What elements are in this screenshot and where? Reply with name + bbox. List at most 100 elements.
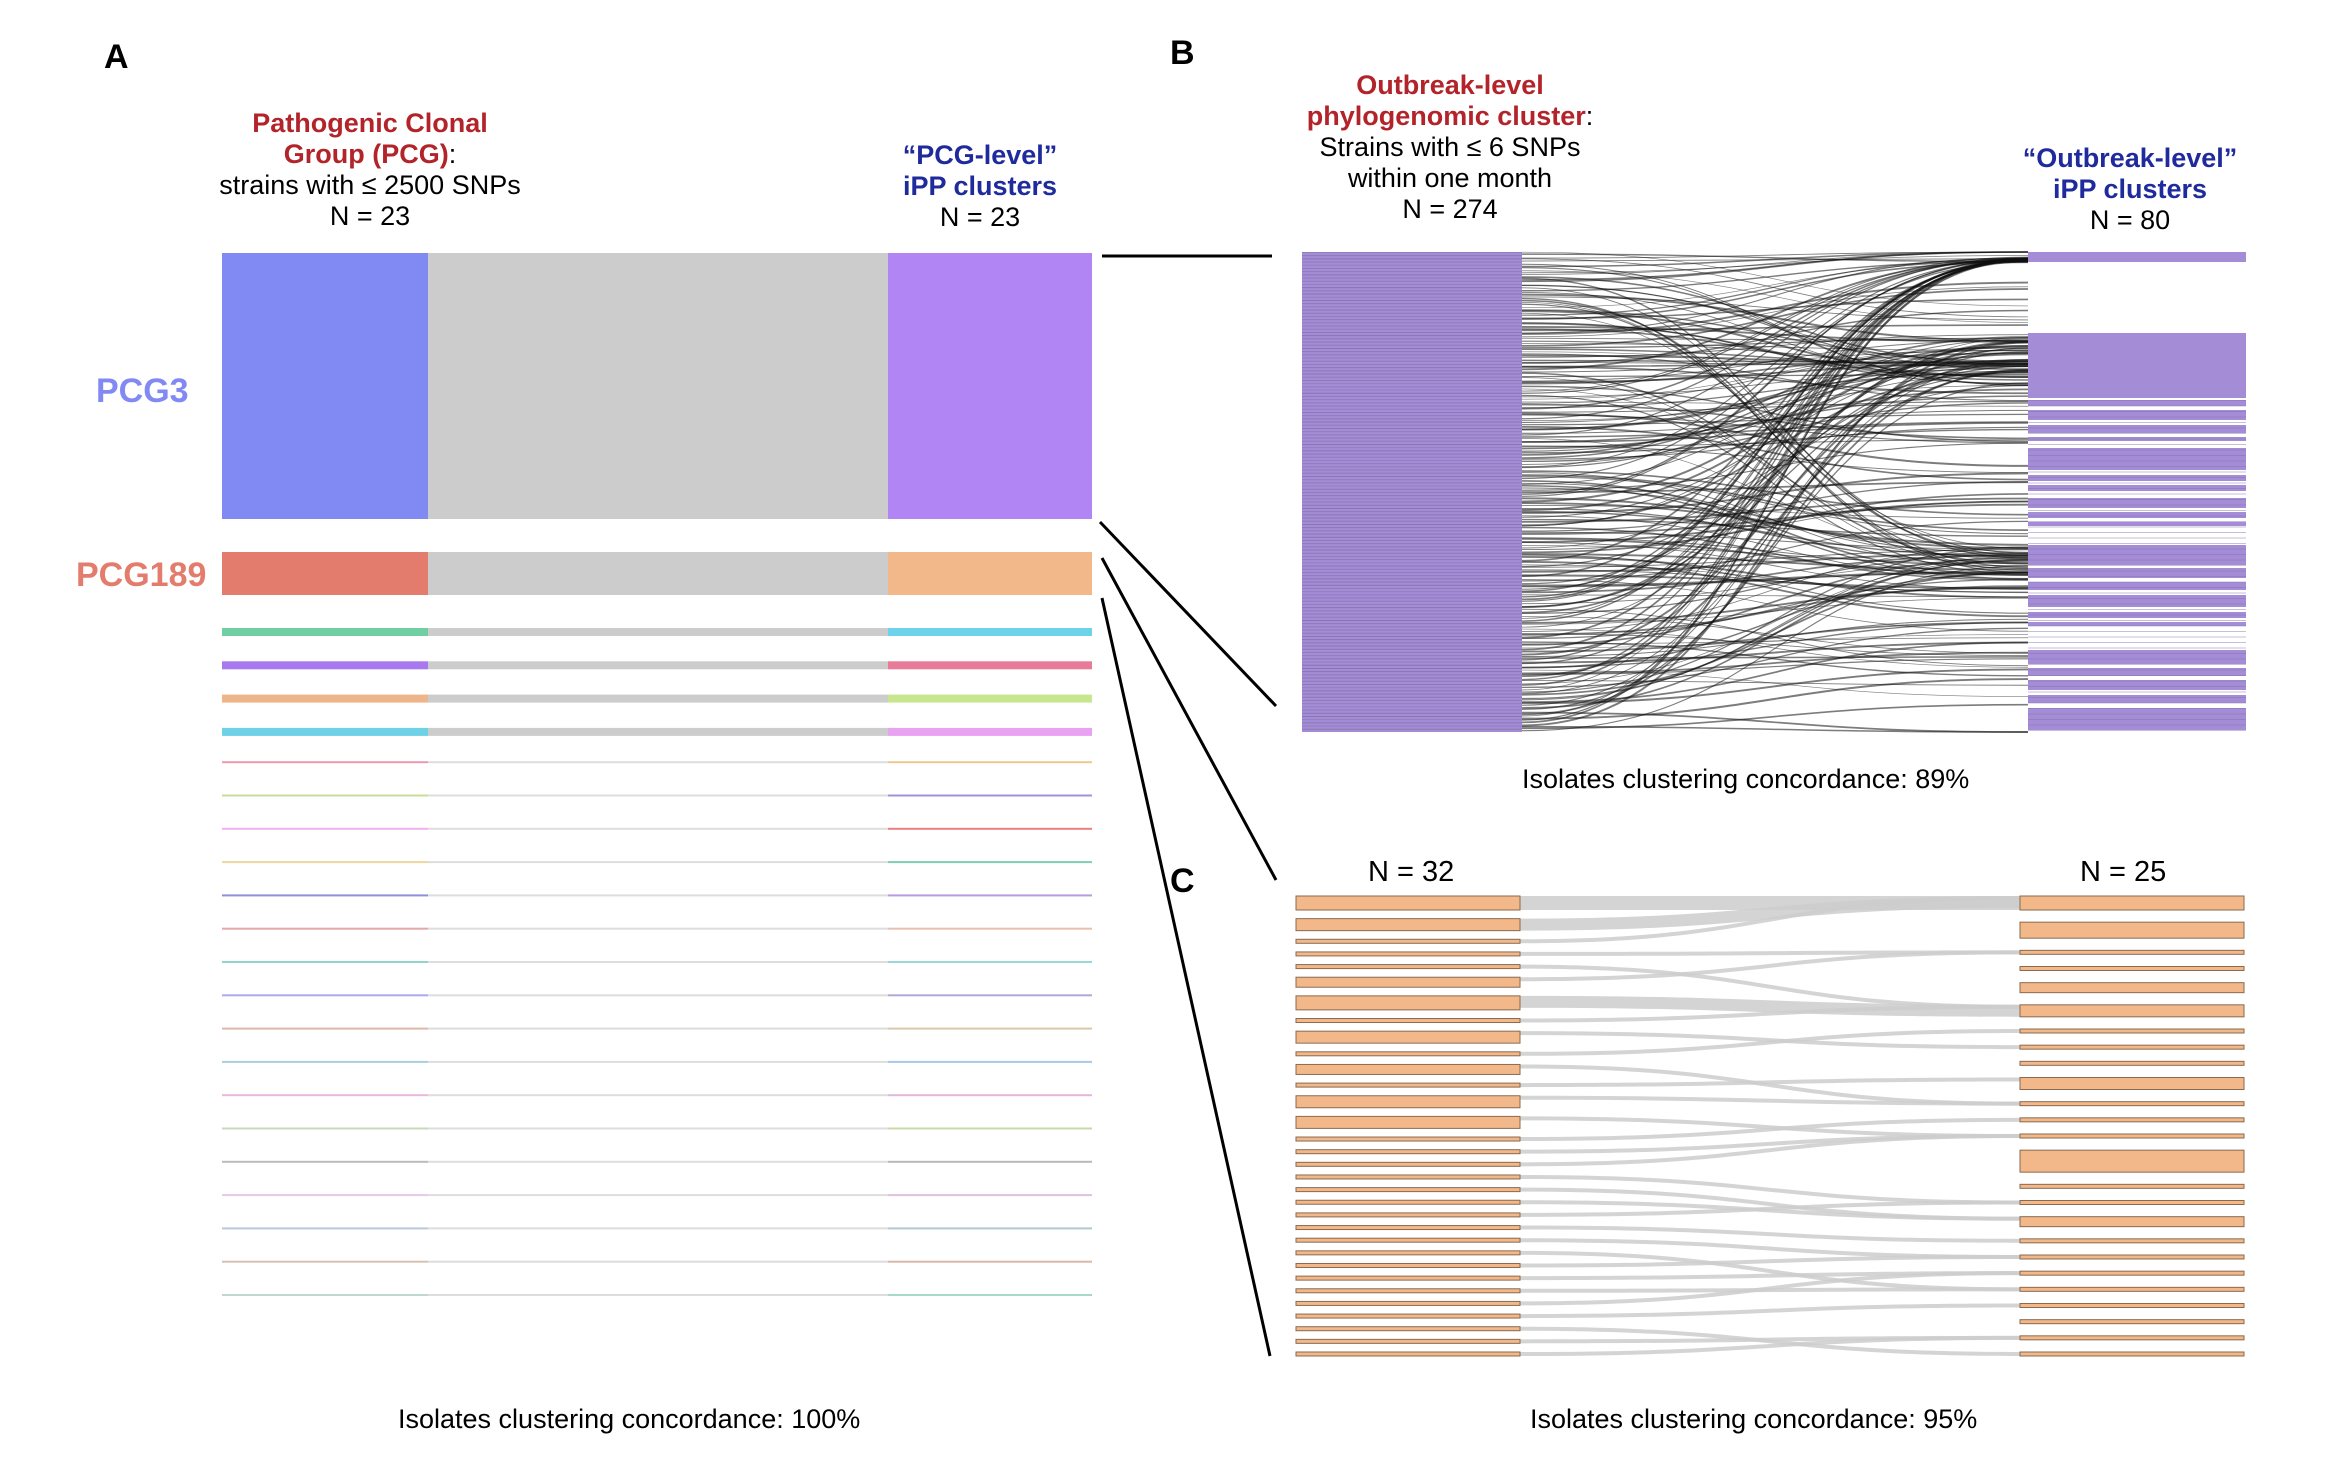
- pcg-ipp-title-line2: iPP clusters: [902, 171, 1058, 201]
- panel-c-right-node: [2019, 982, 2245, 994]
- outbreak-left-divider: [1302, 607, 1522, 609]
- small-cluster-right-node: [888, 1260, 1092, 1263]
- outbreak-left-divider: [1302, 354, 1522, 356]
- outbreak-right-divider: [2028, 532, 2246, 533]
- outbreak-right-divider: [2028, 603, 2246, 605]
- outbreak-right-divider: [2028, 460, 2246, 462]
- outbreak-right-divider: [2028, 576, 2246, 577]
- outbreak-left-divider: [1302, 293, 1522, 295]
- small-cluster-flow: [428, 1094, 888, 1097]
- outbreak-flow-link: [1521, 257, 2029, 686]
- small-cluster-left-node: [222, 861, 428, 864]
- outbreak-left-divider: [1302, 514, 1522, 516]
- small-cluster-flow: [428, 827, 888, 830]
- outbreak-left-divider: [1302, 415, 1522, 417]
- outbreak-flow-link: [1521, 585, 2029, 636]
- outbreak-right-divider: [2028, 455, 2246, 456]
- outbreak-left-divider: [1302, 661, 1522, 663]
- outbreak-right-node: [2028, 475, 2246, 481]
- outbreak-right-divider: [2028, 422, 2246, 423]
- outbreak-flow-link: [1521, 668, 2029, 705]
- outbreak-right-node: [2028, 390, 2246, 398]
- panel-c-right-node: [2019, 1117, 2245, 1123]
- outbreak-left-divider: [1302, 629, 1522, 631]
- small-cluster-right-node: [888, 1094, 1092, 1097]
- outbreak-left-divider: [1302, 303, 1522, 305]
- outbreak-left-divider: [1302, 431, 1522, 433]
- outbreak-flow-link: [1521, 703, 2029, 730]
- outbreak-right-node: [2028, 708, 2246, 730]
- outbreak-left-divider: [1302, 376, 1522, 378]
- panel-c-left-node: [1295, 1275, 1521, 1281]
- outbreak-flow-link: [1521, 251, 2029, 283]
- panel-c-right-node: [2019, 949, 2245, 955]
- outbreak-left-divider: [1302, 520, 1522, 522]
- outbreak-flow-link: [1521, 680, 2029, 686]
- outbreak-flow-link: [1521, 258, 2029, 724]
- outbreak-right-divider: [2028, 400, 2246, 401]
- panel-c-left-node: [1295, 1051, 1521, 1057]
- outbreak-left-divider: [1302, 479, 1522, 481]
- outbreak-left-divider: [1302, 588, 1522, 589]
- outbreak-left-divider: [1302, 623, 1522, 625]
- small-cluster-left-node: [222, 694, 428, 703]
- outbreak-flow-link: [1521, 258, 2029, 468]
- outbreak-right-node: [2028, 512, 2246, 518]
- panel-c-flow-link: [1520, 1250, 2020, 1292]
- panel-c-left-node: [1295, 976, 1521, 988]
- small-cluster-right-node: [888, 794, 1092, 797]
- outbreak-right-divider: [2028, 504, 2246, 506]
- panel-b-left-header: Outbreak-level phylogenomic cluster: Str…: [1200, 70, 1700, 225]
- small-cluster-flow: [428, 861, 888, 864]
- small-cluster-flow: [428, 1160, 888, 1163]
- outbreak-flow-link: [1521, 257, 2029, 334]
- outbreak-left-divider: [1302, 716, 1522, 717]
- outbreak-left-divider: [1302, 572, 1522, 573]
- outbreak-left-divider: [1302, 364, 1522, 365]
- outbreak-left-divider: [1302, 373, 1522, 375]
- small-cluster-flow: [428, 1027, 888, 1030]
- outbreak-left-divider: [1302, 261, 1522, 263]
- small-cluster-left-node: [222, 1027, 428, 1030]
- outbreak-left-divider: [1302, 636, 1522, 637]
- outbreak-flow-link: [1521, 257, 2029, 436]
- panel-c-left-node: [1295, 938, 1521, 944]
- small-cluster-right-node: [888, 861, 1092, 864]
- panel-c-letter: C: [1170, 862, 1195, 900]
- pcg-title-colon: :: [448, 139, 457, 169]
- outbreak-left-divider: [1302, 300, 1522, 301]
- panel-c-left-node: [1295, 1326, 1521, 1332]
- outbreak-left-divider: [1302, 552, 1522, 554]
- outbreak-flow-link: [1521, 546, 2029, 693]
- outbreak-ipp-title-line1: “Outbreak-level”: [2022, 143, 2238, 173]
- panel-c-flow-link: [1520, 995, 2020, 1017]
- outbreak-left-divider: [1302, 463, 1522, 465]
- outbreak-flow-link: [1521, 351, 2029, 665]
- outbreak-left-divider: [1302, 482, 1522, 484]
- outbreak-flow-link: [1521, 554, 2029, 594]
- small-cluster-flow: [428, 661, 888, 670]
- small-cluster-right-node: [888, 1127, 1092, 1130]
- outbreak-left-divider: [1302, 722, 1522, 724]
- outbreak-right-divider: [2028, 614, 2246, 616]
- outbreak-right-divider: [2028, 559, 2246, 561]
- panel-c-flow-link: [1520, 1004, 2020, 1023]
- panel-c-flow-link: [1520, 964, 2020, 1009]
- outbreak-left-divider: [1302, 652, 1522, 653]
- outbreak-flow-link: [1521, 385, 2029, 443]
- outbreak-count: N = 274: [1402, 194, 1498, 224]
- outbreak-right-divider: [2028, 554, 2246, 555]
- panel-c-right-node: [2019, 1238, 2245, 1244]
- outbreak-flow-link: [1521, 255, 2029, 274]
- panel-c-left-count: N = 32: [1368, 856, 1455, 888]
- small-cluster-left-node: [222, 727, 428, 736]
- outbreak-flow-link: [1521, 678, 2029, 720]
- panel-c-left-node: [1295, 1082, 1521, 1088]
- outbreak-left-divider: [1302, 268, 1522, 269]
- small-cluster-left-node: [222, 1227, 428, 1230]
- panel-c-flow-link: [1520, 1095, 2020, 1106]
- outbreak-flow-link: [1521, 256, 2029, 392]
- small-cluster-right-node: [888, 1227, 1092, 1230]
- outbreak-left-divider: [1302, 360, 1522, 362]
- panel-a-right-header: “PCG-level” iPP clusters N = 23: [830, 140, 1130, 233]
